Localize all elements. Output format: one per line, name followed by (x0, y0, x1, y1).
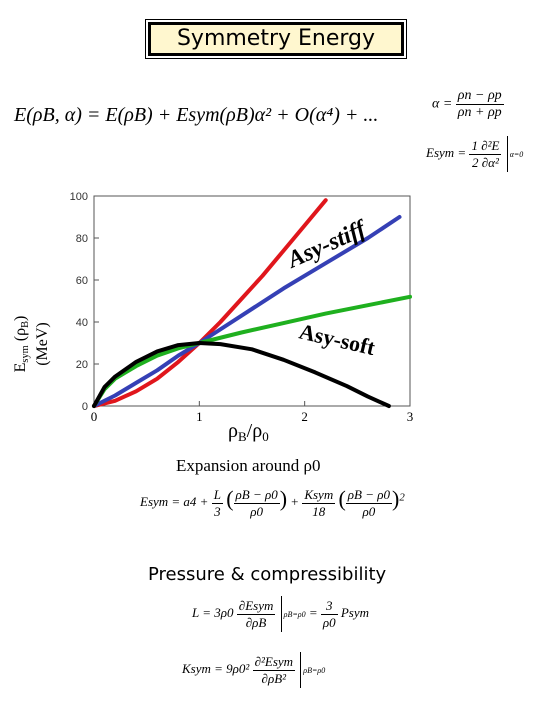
k-deriv-den: ∂ρB² (261, 670, 287, 686)
y-tick-label: 60 (76, 275, 88, 287)
l-lhs: L = 3ρ0 (192, 604, 234, 620)
left-paren-2: ( (338, 486, 346, 511)
k-denominator: 18 (312, 503, 326, 519)
ratio-2-den: ρ0 (362, 503, 376, 519)
k-derivative: ∂²Esym ∂ρB² (252, 653, 296, 687)
formula-k: Ksym = 9ρ0² ∂²Esym ∂ρB² ρB=ρ0 (182, 652, 402, 704)
esym-numerator: 1 ∂²E (469, 137, 502, 155)
plus-sign: + (290, 494, 300, 509)
x-tick-label: 1 (196, 409, 203, 424)
x-tick-label: 0 (91, 409, 98, 424)
alpha-lhs: α = (432, 96, 453, 112)
expansion-lhs: Esym = a4 + (140, 494, 209, 509)
y-tick-label: 0 (82, 401, 88, 413)
esym-fraction: 1 ∂²E 2 ∂α² (469, 137, 502, 171)
right-paren-2: ) (392, 486, 400, 511)
ratio-2-num: ρB − ρ0 (345, 486, 392, 504)
l-rhs-num: 3 (320, 598, 338, 615)
k-over-18: Ksym 18 (302, 486, 336, 520)
l-eval: ρB=ρ0 (283, 609, 306, 619)
series-line-3 (92, 341, 391, 408)
x-tick-label: 2 (301, 409, 308, 424)
chart: 0 20 40 60 80 100 0 1 2 3 Asy-stiff Asy-soft (20, 186, 420, 436)
y-tick-label: 100 (70, 191, 88, 203)
l-rhs-den: ρ0 (322, 614, 336, 630)
l-over-3: L 3 (211, 486, 223, 520)
esym-eval: α=0 (509, 149, 524, 159)
y-tick-label: 40 (76, 317, 88, 329)
l-deriv-den: ∂ρB (245, 614, 267, 630)
l-psym: Psym (340, 604, 370, 620)
alpha-definition: α = ρn − ρp ρn + ρp (432, 88, 532, 136)
l-deriv-num: ∂Esym (236, 597, 276, 615)
l-numerator: L (211, 486, 223, 504)
y-axis-label: Esym (ρB) (MeV) (12, 315, 52, 373)
l-eval-bar (280, 596, 282, 632)
main-equation: E(ρB, α) = E(ρB) + Esym(ρB)α² + O(α⁴) + … (14, 104, 379, 126)
k-numerator: Ksym (302, 486, 336, 504)
y-tick-label: 80 (76, 233, 88, 245)
expansion-formula: Esym = a4 + L 3 ( ρB − ρ0 ρ0 ) + Ksym 18… (140, 486, 430, 542)
ratio-2: ρB − ρ0 ρ0 (345, 486, 392, 520)
esym-lhs: Esym = (426, 144, 467, 160)
eval-bar (506, 136, 508, 172)
l-equals: = (308, 604, 318, 620)
power: 2 (399, 491, 405, 504)
l-rhs-fraction: 3 ρ0 (320, 598, 338, 631)
left-paren: ( (226, 486, 234, 511)
right-paren: ) (279, 486, 288, 511)
plot-frame (93, 195, 411, 407)
page-title: Symmetry Energy (145, 19, 407, 59)
alpha-numerator: ρn − ρp (455, 88, 504, 105)
ratio-1: ρB − ρ0 ρ0 (233, 486, 280, 520)
ratio-1-den: ρ0 (250, 503, 263, 519)
series-line-0 (92, 198, 328, 408)
l-denominator: 3 (214, 503, 221, 519)
l-derivative: ∂Esym ∂ρB (236, 597, 276, 631)
k-eval-bar (300, 652, 302, 688)
y-tick-label: 20 (76, 359, 88, 371)
k-eval: ρB=ρ0 (303, 665, 326, 675)
k-lhs: Ksym = 9ρ0² (182, 660, 250, 676)
alpha-fraction: ρn − ρp ρn + ρp (455, 88, 504, 121)
pressure-label: Pressure & compressibility (148, 564, 387, 585)
ratio-1-num: ρB − ρ0 (233, 486, 280, 504)
x-axis-label: ρB/ρ0 (228, 420, 269, 444)
alpha-denominator: ρn + ρp (457, 105, 502, 120)
x-tick-label: 3 (407, 409, 414, 424)
expansion-label: Expansion around ρ0 (176, 456, 321, 475)
formula-l: L = 3ρ0 ∂Esym ∂ρB ρB=ρ0 = 3 ρ0 Psym (192, 596, 412, 644)
k-deriv-num: ∂²Esym (252, 653, 296, 671)
esym-definition: Esym = 1 ∂²E 2 ∂α² α=0 (426, 136, 536, 186)
esym-denominator: 2 ∂α² (471, 154, 499, 170)
